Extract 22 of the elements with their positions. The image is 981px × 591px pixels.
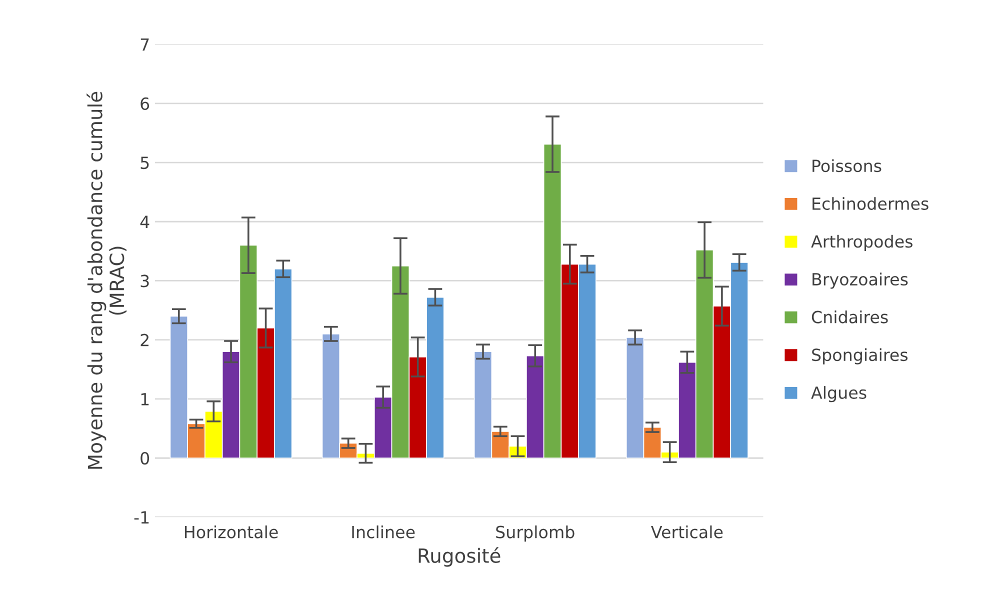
y-tick-label: 3 [140, 274, 149, 288]
y-axis-title: Moyenne du rang d'abondance cumulé (MRAC) [86, 92, 126, 469]
y-tick-label: 7 [140, 38, 149, 51]
y-tick-label: 4 [140, 216, 150, 228]
legend-label: Echinodermes [812, 197, 928, 210]
y-tick-label: 2 [140, 334, 148, 346]
y-tick-label: 0 [140, 452, 150, 465]
y-tick-label: 6 [140, 97, 150, 110]
y-tick-label: -1 [134, 511, 149, 524]
legend-label: Cnidaires [812, 310, 888, 324]
x-tick-label: Inclinee [352, 525, 415, 538]
legend-label: Arthropodes [811, 234, 912, 251]
legend-label: Algues [811, 386, 866, 402]
x-tick-label: Surplomb [496, 525, 574, 542]
legend-label: Spongiaires [812, 348, 908, 364]
legend-label: Poissons [812, 159, 882, 172]
y-tick-label: 1 [141, 393, 149, 406]
legend-label: Bryozoaires [812, 272, 908, 289]
x-tick-label: Verticale [651, 525, 723, 538]
y-tick-label: 5 [140, 156, 149, 170]
x-axis-title: Rugosité [418, 547, 500, 567]
x-tick-label: Horizontale [184, 525, 278, 538]
